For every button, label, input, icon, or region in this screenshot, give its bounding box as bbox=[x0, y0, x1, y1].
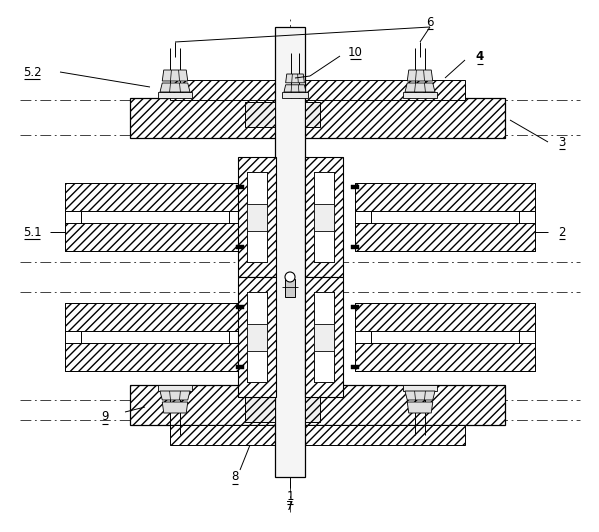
Polygon shape bbox=[284, 85, 306, 92]
Polygon shape bbox=[162, 402, 187, 413]
Bar bbox=[305, 102, 320, 127]
Bar bbox=[313, 172, 334, 204]
Bar bbox=[313, 230, 334, 262]
Text: 10: 10 bbox=[347, 46, 362, 59]
Bar bbox=[355, 183, 535, 251]
Text: 3: 3 bbox=[558, 136, 565, 148]
Bar bbox=[245, 397, 275, 422]
Bar bbox=[245, 287, 275, 307]
Bar bbox=[275, 27, 305, 477]
Text: 5.2: 5.2 bbox=[23, 65, 41, 79]
Text: 7: 7 bbox=[286, 501, 294, 513]
Bar bbox=[313, 204, 334, 230]
Bar bbox=[236, 185, 244, 189]
Text: 9: 9 bbox=[101, 411, 109, 423]
Bar bbox=[247, 292, 267, 382]
Polygon shape bbox=[160, 391, 190, 400]
Bar bbox=[305, 167, 320, 187]
Polygon shape bbox=[405, 391, 435, 400]
Bar bbox=[355, 183, 535, 211]
Bar bbox=[247, 172, 267, 262]
Bar bbox=[282, 92, 308, 98]
Bar bbox=[170, 425, 465, 445]
Bar bbox=[170, 80, 465, 100]
Bar bbox=[305, 222, 320, 242]
Bar bbox=[285, 279, 295, 297]
Bar bbox=[65, 343, 245, 371]
Bar bbox=[245, 222, 275, 242]
Text: 5.1: 5.1 bbox=[23, 226, 41, 238]
Bar bbox=[245, 167, 275, 187]
Bar bbox=[236, 245, 244, 249]
Bar bbox=[65, 183, 245, 251]
Bar bbox=[158, 92, 192, 98]
Bar bbox=[245, 102, 275, 127]
Bar bbox=[130, 385, 505, 425]
Circle shape bbox=[285, 272, 295, 282]
Bar bbox=[305, 157, 343, 277]
Polygon shape bbox=[407, 402, 432, 413]
Polygon shape bbox=[162, 70, 187, 81]
Polygon shape bbox=[286, 74, 304, 83]
Bar bbox=[351, 305, 359, 309]
Bar bbox=[65, 223, 245, 251]
Bar bbox=[351, 365, 359, 369]
Bar bbox=[355, 343, 535, 371]
Bar bbox=[305, 342, 320, 362]
Bar bbox=[247, 172, 267, 204]
Bar bbox=[355, 223, 535, 251]
Bar bbox=[247, 292, 267, 323]
Text: 8: 8 bbox=[231, 470, 238, 484]
Bar bbox=[236, 365, 244, 369]
Bar bbox=[313, 292, 334, 323]
Bar bbox=[313, 323, 334, 351]
Bar bbox=[313, 172, 334, 262]
Text: 1: 1 bbox=[286, 491, 294, 503]
Bar bbox=[247, 323, 267, 351]
Polygon shape bbox=[405, 83, 435, 92]
Bar bbox=[247, 230, 267, 262]
Bar bbox=[65, 303, 245, 371]
Bar bbox=[65, 183, 245, 211]
Bar bbox=[403, 92, 437, 98]
Bar bbox=[355, 303, 535, 331]
Bar bbox=[313, 292, 334, 382]
Bar bbox=[305, 277, 343, 397]
Bar bbox=[403, 385, 437, 391]
Bar bbox=[130, 98, 505, 138]
Bar bbox=[65, 303, 245, 331]
Polygon shape bbox=[160, 83, 190, 92]
Text: 2: 2 bbox=[558, 226, 565, 238]
Bar bbox=[236, 305, 244, 309]
Bar bbox=[247, 204, 267, 230]
Bar bbox=[245, 342, 275, 362]
Bar bbox=[351, 245, 359, 249]
Bar bbox=[158, 385, 192, 391]
Bar bbox=[351, 185, 359, 189]
Bar bbox=[355, 303, 535, 371]
Bar bbox=[238, 157, 276, 277]
Text: 4: 4 bbox=[476, 51, 484, 63]
Polygon shape bbox=[407, 70, 432, 81]
Text: 6: 6 bbox=[426, 15, 434, 29]
Bar bbox=[238, 277, 276, 397]
Bar bbox=[313, 351, 334, 382]
Bar bbox=[305, 287, 320, 307]
Bar bbox=[247, 351, 267, 382]
Bar bbox=[305, 397, 320, 422]
